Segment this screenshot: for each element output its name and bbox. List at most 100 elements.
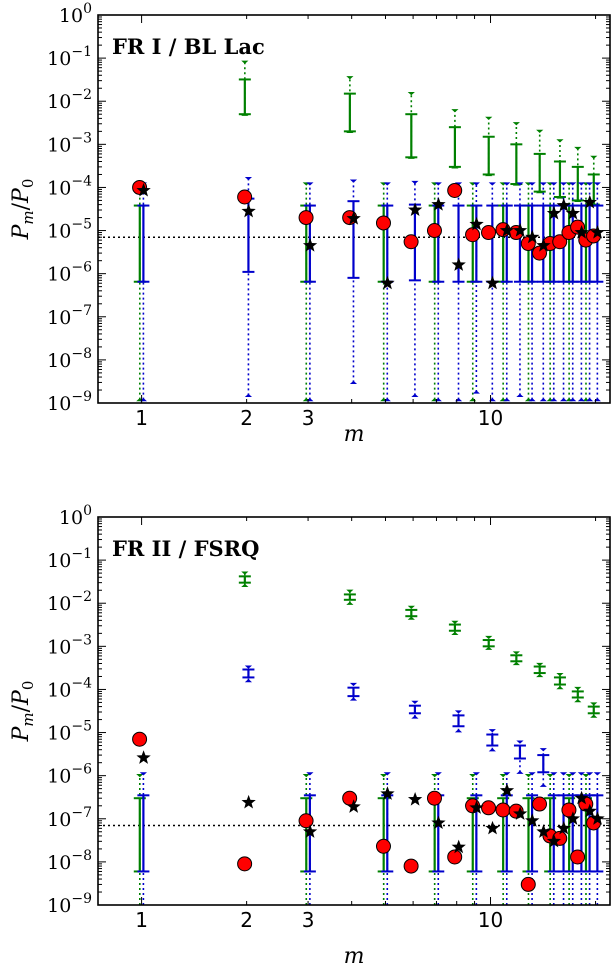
data-point-star <box>407 792 423 806</box>
data-point-star <box>525 813 540 827</box>
x-tick-label: 1 <box>135 406 148 430</box>
error-bar <box>553 673 566 690</box>
data-point-star <box>536 824 551 838</box>
error-bar-upper-marker <box>241 60 249 64</box>
error-bar <box>513 740 526 774</box>
data-point-star <box>380 786 395 800</box>
data-points-group <box>132 179 605 290</box>
data-point-star <box>513 223 528 237</box>
data-point-star <box>302 238 318 252</box>
error-bar-lower-marker <box>451 631 459 635</box>
error-bar-upper-marker <box>559 182 568 186</box>
error-bar <box>448 109 461 169</box>
x-tick-label: 1 <box>135 908 148 932</box>
error-bar-upper-marker <box>431 774 439 778</box>
error-bar-lower-marker <box>503 397 511 402</box>
error-bar-upper-marker <box>512 651 520 655</box>
data-point-star <box>590 225 605 239</box>
error-bar <box>557 182 570 402</box>
error-bar-upper-marker <box>306 772 314 776</box>
chart-panel-fr1-bl-lac: 100 10−1 10−2 10−3 10−4 10−5 10−6 10−7 10−8 10−9 1… <box>9 1 611 447</box>
axis-ticks-group <box>98 14 610 404</box>
error-bar-upper-marker <box>451 620 459 624</box>
error-bar <box>238 571 251 587</box>
error-bar-lower-marker <box>411 393 419 398</box>
x-axis-label: m <box>344 422 365 447</box>
error-bar <box>381 772 394 905</box>
error-bar-upper-marker <box>306 182 314 186</box>
error-bar-upper-marker <box>536 129 544 133</box>
data-point-star <box>499 223 515 237</box>
error-bar-lower-marker <box>593 397 601 402</box>
error-bar <box>482 116 495 177</box>
error-bar-upper-marker <box>528 182 536 186</box>
data-point-circle <box>552 234 568 250</box>
data-point-circle <box>426 223 442 239</box>
y-tick-label: 10−9 <box>47 891 92 917</box>
y-tick-label: 10−6 <box>47 260 92 286</box>
x-tick-label: 3 <box>302 406 315 430</box>
x-tick-label: 10 <box>478 406 503 430</box>
error-bar-upper-marker <box>574 146 582 151</box>
error-bar-upper-marker <box>485 635 493 640</box>
data-points-group <box>132 731 605 892</box>
error-bar-lower-marker <box>536 673 544 678</box>
error-bar-lower-marker <box>346 601 354 605</box>
error-bar-upper-marker <box>559 772 568 776</box>
error-bar <box>510 122 523 186</box>
error-bar-upper-marker <box>434 182 442 186</box>
error-bar <box>571 686 584 703</box>
data-point-circle <box>495 802 511 818</box>
error-bar-upper-marker <box>516 740 524 744</box>
error-bar-lower-marker <box>516 393 524 398</box>
data-point-star <box>556 198 571 212</box>
error-bar-upper-marker <box>302 774 310 778</box>
error-bar-upper-marker <box>411 700 419 705</box>
error-bar-upper-marker <box>472 182 480 186</box>
error-bar-lower-marker <box>585 397 594 402</box>
error-bar-lower-marker <box>469 397 477 402</box>
error-bar-lower-marker <box>346 129 354 133</box>
y-tick-label: 100 <box>59 503 92 529</box>
error-bar-lower-marker <box>569 397 577 402</box>
error-bar <box>537 748 550 787</box>
data-point-star <box>241 203 256 218</box>
error-bar-upper-marker <box>539 182 547 186</box>
error-bar-upper-marker <box>590 702 598 706</box>
error-bar-upper-marker <box>380 774 388 778</box>
error-bar <box>137 772 150 905</box>
error-bar-upper-marker <box>485 116 493 120</box>
x-tick-label: 2 <box>240 406 253 430</box>
error-bar <box>533 662 546 678</box>
error-bar-upper-marker <box>556 139 564 143</box>
error-bar-lower-marker <box>550 397 558 402</box>
axis-ticks-group <box>98 516 610 906</box>
data-point-star <box>565 205 581 220</box>
y-tick-label: 10−1 <box>47 546 92 572</box>
data-point-circle <box>520 876 536 892</box>
error-bar <box>347 682 360 701</box>
data-point-circle <box>403 858 419 874</box>
error-bar-upper-marker <box>550 772 558 776</box>
error-bar-upper-marker <box>499 774 507 778</box>
error-bar-lower-marker <box>577 397 585 402</box>
data-point-star <box>302 824 318 838</box>
error-bar-upper-marker <box>244 665 253 669</box>
data-point-star <box>546 833 562 848</box>
error-bar-lower-marker <box>574 699 582 703</box>
error-bar-upper-marker <box>585 182 594 186</box>
data-point-star <box>582 194 597 209</box>
error-bar-lower-marker <box>528 397 536 402</box>
error-bar-upper-marker <box>451 109 459 113</box>
data-point-star <box>499 783 515 797</box>
error-bar <box>242 665 255 683</box>
y-tick-label: 10−7 <box>47 303 92 329</box>
data-point-star <box>346 799 361 813</box>
y-tick-label: 10−1 <box>47 44 92 70</box>
error-bar <box>591 772 604 905</box>
panel-title: FR I / BL Lac <box>112 34 265 59</box>
data-point-star <box>136 182 151 197</box>
error-bar <box>510 651 523 666</box>
data-point-circle <box>375 838 391 854</box>
error-bar-upper-marker <box>524 774 533 778</box>
